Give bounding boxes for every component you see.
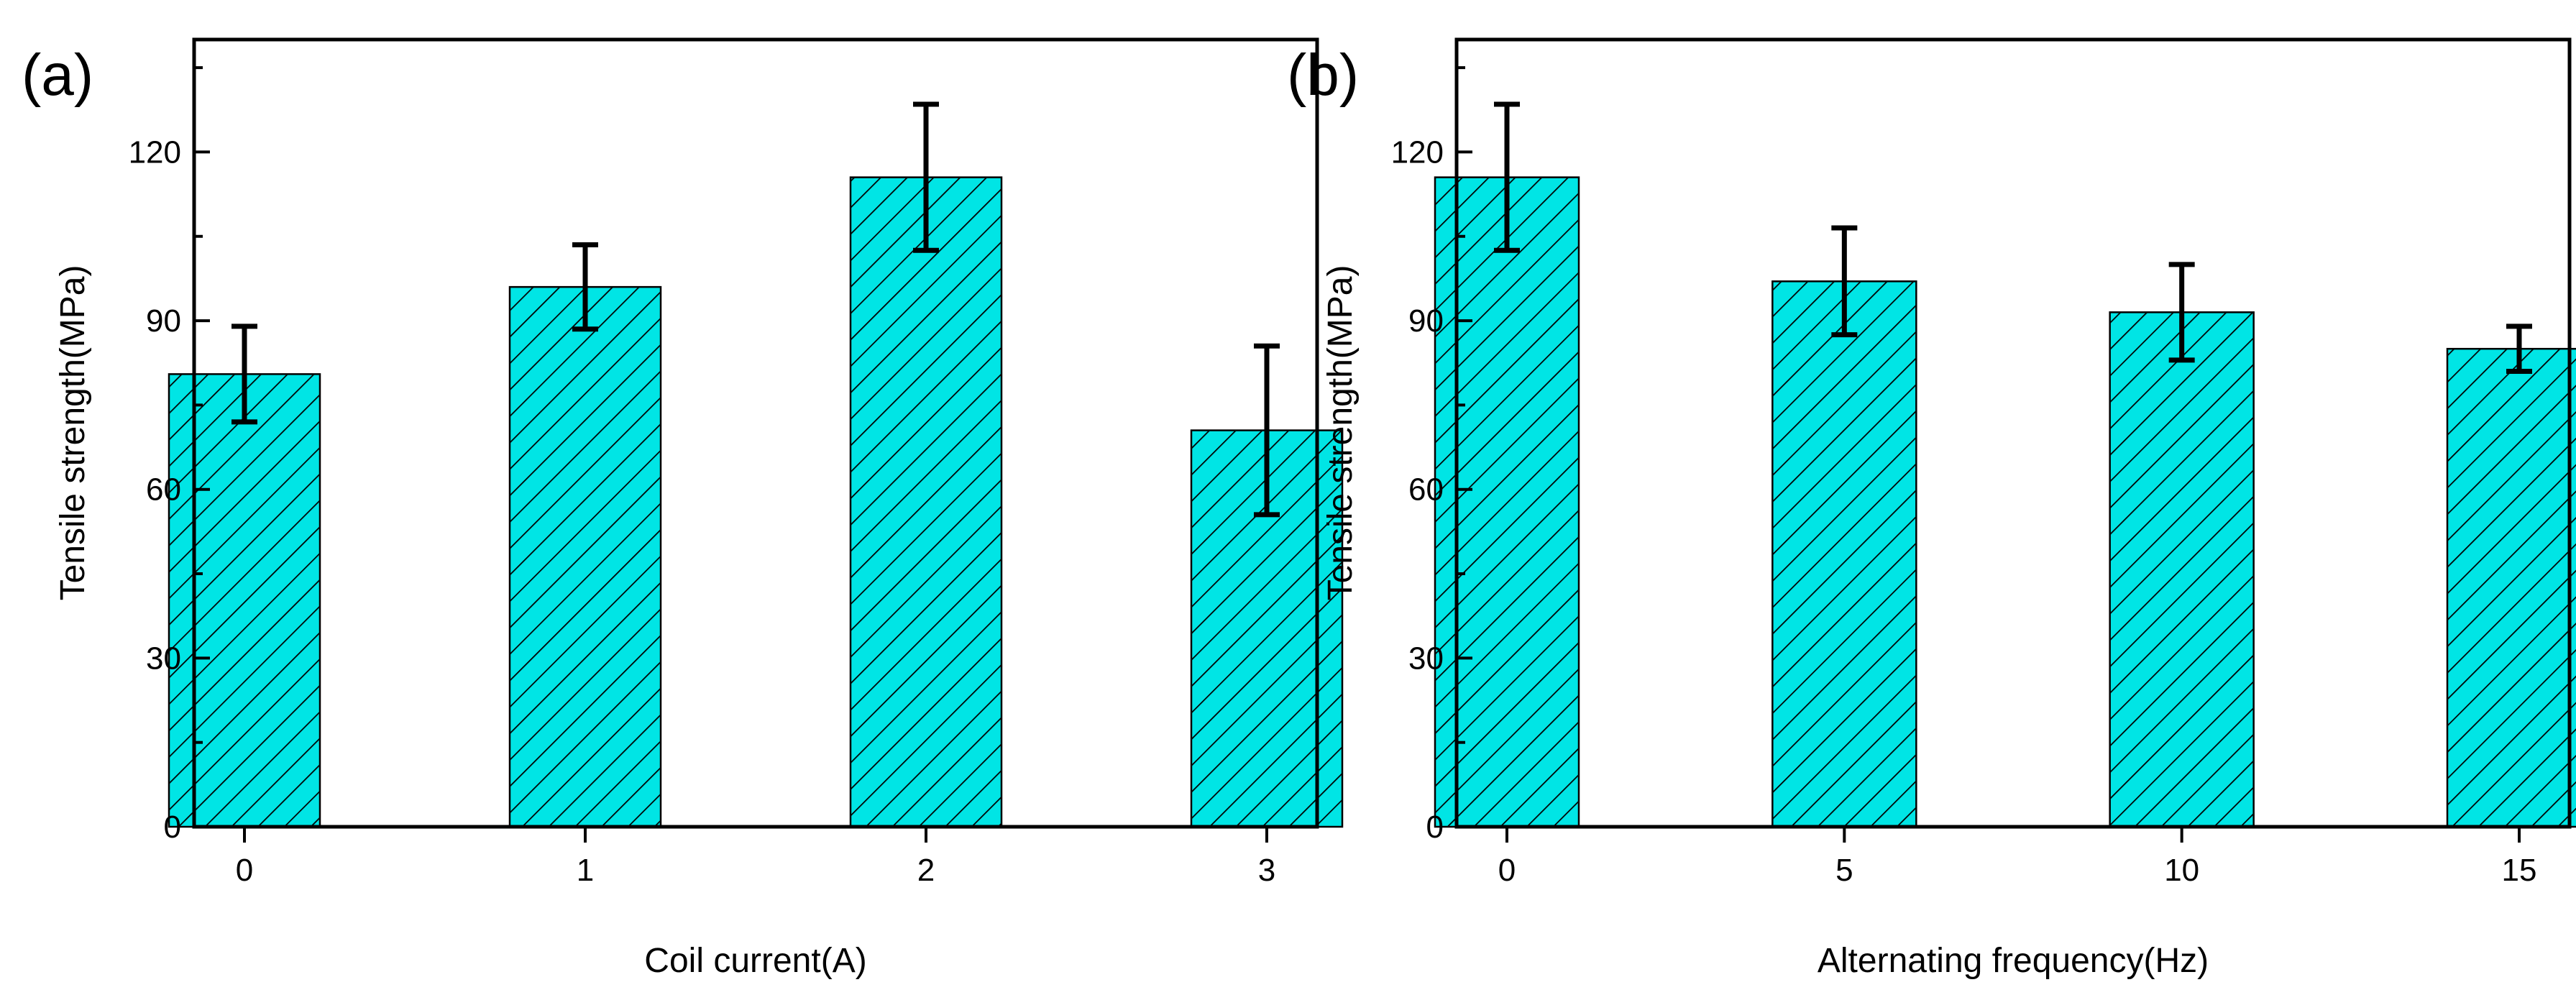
x-tick-label: 5	[1835, 853, 1853, 888]
x-tick-label: 2	[917, 853, 935, 888]
chart-panel-b: (b) 0 30 60 90 120 0 5 10 15 Alternating freque…	[1287, 37, 2576, 980]
error-bars	[1494, 101, 2532, 374]
y-tick-label: 30	[146, 641, 181, 676]
bars	[168, 176, 1344, 828]
y-tick-label: 60	[146, 472, 181, 508]
x-axis-ticks: 0 5 10 15	[1498, 827, 2537, 888]
bar	[2446, 347, 2576, 828]
x-tick-label: 10	[2164, 853, 2199, 888]
y-tick-label: 90	[146, 303, 181, 339]
error-bar	[572, 242, 598, 332]
bar	[2109, 311, 2255, 828]
bar	[1771, 280, 1917, 828]
bars	[1434, 176, 2576, 828]
y-tick-label: 30	[1408, 641, 1444, 676]
bar	[508, 285, 662, 828]
x-tick-label: 1	[577, 853, 594, 888]
x-axis-title: Alternating frequency(Hz)	[1818, 942, 2209, 980]
plot-frame	[1454, 37, 2572, 829]
x-tick-label: 15	[2502, 853, 2537, 888]
error-bar	[232, 324, 257, 425]
error-bar	[1831, 225, 1858, 338]
error-bar	[1494, 101, 1520, 253]
error-bar	[2506, 324, 2532, 374]
y-tick-label: 90	[1408, 303, 1444, 339]
y-axis-ticks: 0 30 60 90 120	[129, 66, 210, 845]
x-tick-label: 0	[1498, 853, 1516, 888]
error-bars	[232, 101, 1280, 518]
panel-label: (a)	[22, 42, 93, 108]
y-tick-label: 120	[129, 134, 181, 170]
error-bar	[913, 101, 939, 253]
y-tick-label: 60	[1408, 472, 1444, 508]
y-axis-title: Tensile strength(MPa)	[1321, 265, 1360, 601]
plot-frame	[192, 37, 1319, 829]
bar	[168, 373, 321, 828]
y-axis-title: Tensile strength(MPa)	[54, 265, 92, 601]
bar	[1434, 176, 1580, 828]
x-tick-label: 3	[1258, 853, 1275, 888]
x-axis-ticks: 0 1 2 3	[236, 827, 1275, 888]
y-tick-label: 0	[164, 810, 181, 845]
x-axis-title: Coil current(A)	[644, 942, 866, 980]
panel-label: (b)	[1287, 42, 1359, 108]
chart-panel-a: (a) 0 30 60 90 120 0 1 2 3 Coil current(A) Tens…	[22, 37, 1344, 980]
error-bar	[2168, 262, 2195, 363]
error-bar	[1254, 343, 1280, 518]
y-tick-label: 120	[1391, 134, 1444, 170]
bar	[849, 176, 1003, 828]
x-tick-label: 0	[236, 853, 253, 888]
y-axis-ticks: 0 30 60 90 120	[1391, 66, 1472, 845]
y-tick-label: 0	[1426, 810, 1444, 845]
